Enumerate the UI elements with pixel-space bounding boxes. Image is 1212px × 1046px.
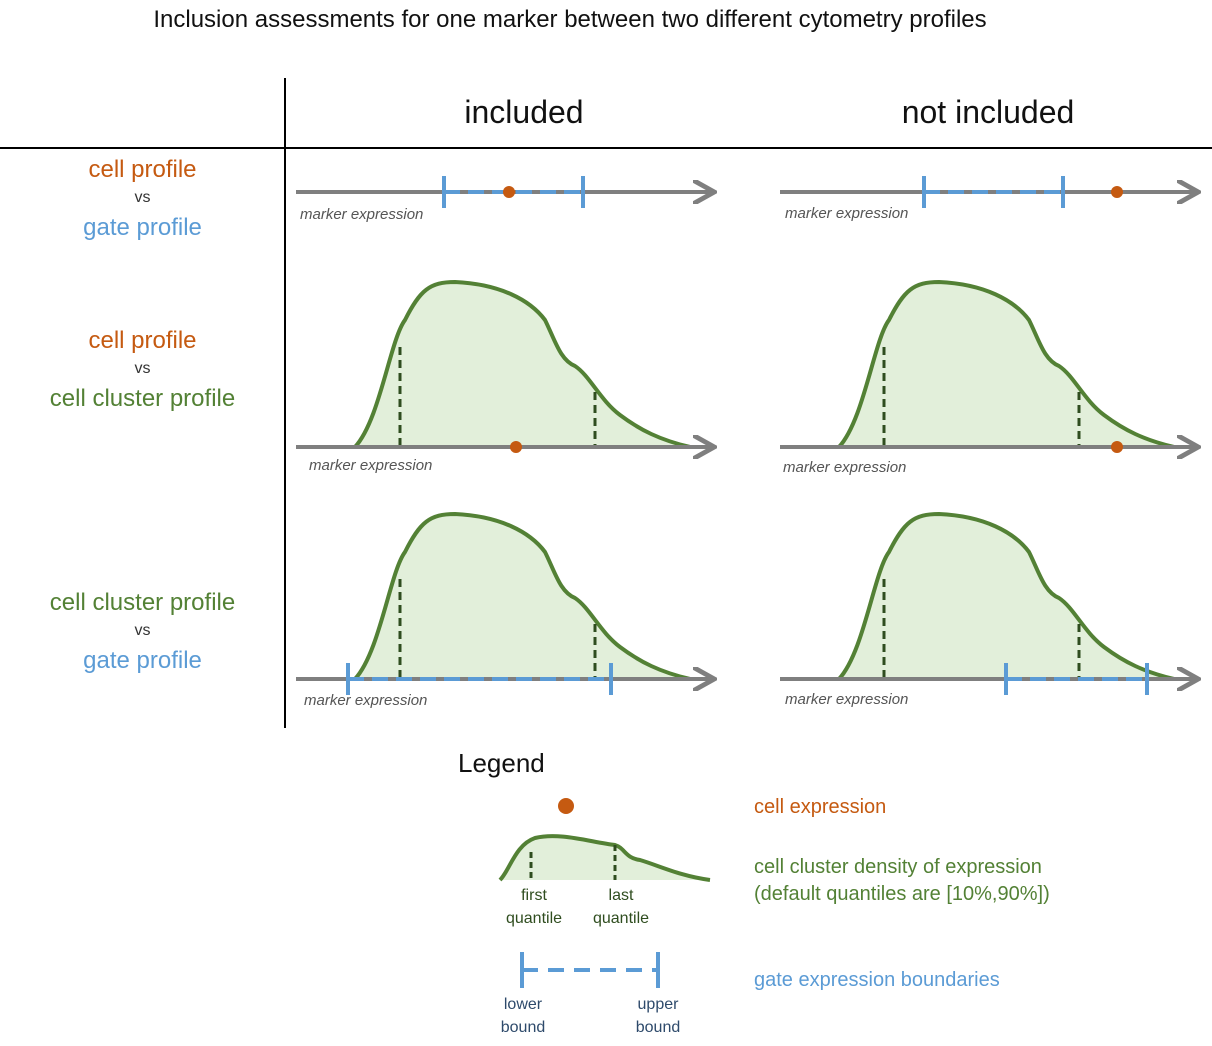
- row3-top: cell cluster profile: [49, 589, 236, 616]
- column-header-included: included: [464, 94, 584, 130]
- row1-vs: vs: [134, 189, 151, 206]
- upper-bound-line1: upper: [637, 996, 679, 1013]
- column-header-not-included: not included: [901, 94, 1075, 130]
- legend-density-line1: cell cluster density of expression: [754, 856, 1042, 878]
- cell-dot: [1111, 441, 1123, 453]
- legend-last-quantile-label: last quantile: [581, 884, 661, 930]
- legend-first-quantile-label: first quantile: [494, 884, 574, 930]
- legend-lower-bound-label: lower bound: [483, 993, 563, 1039]
- cluster-density-curve: [353, 279, 691, 449]
- lower-bound-line2: bound: [500, 1019, 546, 1036]
- row2-top: cell profile: [88, 327, 197, 354]
- axis-label: marker expression: [785, 691, 909, 708]
- r2-not-included-panel: [780, 279, 1196, 453]
- row2-vs: vs: [134, 360, 151, 377]
- legend-density-line2: (default quantiles are [10%,90%]): [754, 883, 1050, 905]
- legend-title: Legend: [458, 748, 545, 778]
- legend-density-fill: [500, 836, 710, 880]
- last-quantile-line2: quantile: [592, 910, 650, 927]
- cluster-density-curve: [837, 279, 1175, 449]
- row1-top: cell profile: [88, 156, 197, 183]
- lower-bound-line1: lower: [503, 996, 543, 1013]
- cell-dot: [503, 186, 515, 198]
- cluster-density-fill: [355, 514, 690, 679]
- axis-label: marker expression: [309, 457, 433, 474]
- row-label-3: cell cluster profile vs gate profile: [0, 591, 285, 673]
- legend-density-curve: [498, 834, 711, 882]
- axis-label: marker expression: [304, 692, 428, 709]
- row2-bottom: cell cluster profile: [49, 385, 236, 412]
- legend-cell-expression: cell expression: [754, 796, 887, 818]
- cluster-density-fill: [839, 514, 1174, 679]
- row-label-1: cell profile vs gate profile: [0, 158, 285, 240]
- row3-vs: vs: [134, 622, 151, 639]
- row1-bottom: gate profile: [83, 214, 202, 241]
- axis-label: marker expression: [783, 459, 907, 476]
- cluster-density-curve: [353, 511, 691, 681]
- r3-included-panel: [296, 511, 712, 695]
- cluster-density-fill: [355, 282, 690, 447]
- r1-not-included-panel: [780, 176, 1196, 208]
- last-quantile-line1: last: [608, 887, 634, 904]
- r2-included-panel: [296, 279, 712, 453]
- legend-cell-dot: [558, 798, 574, 814]
- cluster-density-curve: [837, 511, 1175, 681]
- page-title: Inclusion assessments for one marker bet…: [153, 6, 987, 33]
- axis-label: marker expression: [785, 205, 909, 222]
- cell-dot: [510, 441, 522, 453]
- legend-graphics: [498, 798, 711, 988]
- first-quantile-line1: first: [521, 887, 547, 904]
- r3-not-included-panel: [780, 511, 1196, 695]
- legend-upper-bound-label: upper bound: [618, 993, 698, 1039]
- row-label-2: cell profile vs cell cluster profile: [0, 329, 285, 411]
- cluster-density-fill: [839, 282, 1174, 447]
- upper-bound-line2: bound: [635, 1019, 681, 1036]
- axis-label: marker expression: [300, 206, 424, 223]
- legend-gate-boundaries: gate expression boundaries: [754, 969, 1000, 991]
- r1-included-panel: [296, 176, 712, 208]
- cell-dot: [1111, 186, 1123, 198]
- first-quantile-line2: quantile: [505, 910, 563, 927]
- row3-bottom: gate profile: [83, 647, 202, 674]
